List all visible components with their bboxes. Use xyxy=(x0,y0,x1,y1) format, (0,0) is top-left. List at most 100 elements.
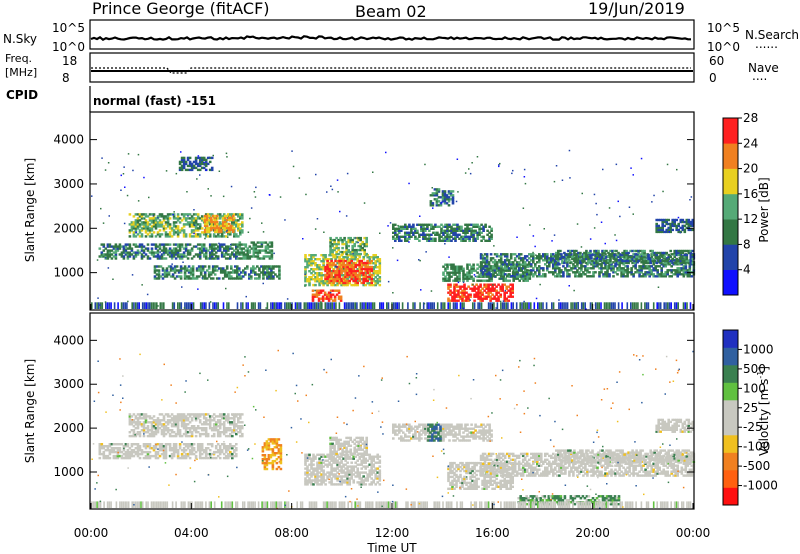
echo-cell xyxy=(138,445,142,448)
echo-cell xyxy=(579,251,582,255)
echo-cell xyxy=(554,267,557,270)
echo-cell xyxy=(689,302,692,309)
echo-cell xyxy=(247,302,249,309)
echo-cell xyxy=(315,295,319,298)
echo-cell xyxy=(177,269,181,272)
echo-cell xyxy=(209,226,213,230)
echo-cell xyxy=(98,302,100,309)
echo-cell xyxy=(376,272,379,275)
echo-cell xyxy=(231,223,234,226)
echo-cell xyxy=(177,275,181,278)
echo-cell xyxy=(659,253,662,257)
echo-cell xyxy=(330,283,333,287)
echo-cell xyxy=(483,297,486,300)
echo-cell xyxy=(188,156,192,160)
echo-cell xyxy=(344,263,347,267)
echo-cell xyxy=(431,187,433,189)
echo-cell xyxy=(156,231,160,234)
echo-cell xyxy=(370,277,373,281)
echo-cell xyxy=(404,233,407,236)
echo-cell xyxy=(182,166,186,170)
echo-cell xyxy=(378,283,382,287)
echo-cell xyxy=(156,456,160,460)
echo-cell xyxy=(250,207,253,209)
echo-cell xyxy=(487,261,491,264)
echo-cell xyxy=(168,223,172,226)
echo-cell xyxy=(219,228,223,232)
echo-cell xyxy=(235,223,238,226)
echo-cell xyxy=(683,228,687,232)
echo-cell xyxy=(136,225,140,228)
echo-cell xyxy=(669,259,672,263)
echo-cell xyxy=(530,265,533,268)
echo-cell xyxy=(233,249,236,252)
echo-cell xyxy=(134,221,138,224)
echo-cell xyxy=(239,233,242,236)
echo-cell xyxy=(528,269,532,272)
echo-cell xyxy=(470,265,473,268)
echo-cell xyxy=(446,231,449,234)
echo-cell xyxy=(198,251,202,254)
echo-cell xyxy=(304,256,307,259)
echo-cell xyxy=(554,259,557,262)
echo-cell xyxy=(327,299,331,302)
echo-cell xyxy=(449,194,453,197)
echo-cell xyxy=(352,278,355,281)
echo-cell xyxy=(327,297,331,300)
echo-cell xyxy=(535,297,538,300)
echo-cell xyxy=(434,225,437,228)
echo-cell xyxy=(329,246,332,250)
echo-cell xyxy=(461,285,464,288)
echo-cell xyxy=(475,293,478,296)
echo-cell xyxy=(321,299,325,302)
echo-cell xyxy=(501,273,505,276)
echo-cell xyxy=(364,273,367,277)
echo-cell xyxy=(326,277,329,281)
echo-cell xyxy=(185,267,189,270)
echo-cell xyxy=(168,251,172,254)
echo-cell xyxy=(230,277,233,280)
echo-cell xyxy=(104,257,107,259)
echo-cell xyxy=(270,243,274,246)
echo-cell xyxy=(299,302,302,309)
echo-cell xyxy=(333,242,336,246)
echo-cell xyxy=(225,214,229,218)
echo-cell xyxy=(430,239,433,242)
echo-cell xyxy=(225,265,229,268)
echo-cell xyxy=(528,302,530,309)
echo-cell xyxy=(235,255,238,258)
echo-cell xyxy=(210,156,214,160)
echo-cell xyxy=(660,267,663,270)
echo-cell xyxy=(368,274,371,277)
echo-cell xyxy=(173,277,177,280)
echo-cell xyxy=(570,267,573,270)
echo-cell xyxy=(574,265,577,268)
echo-cell xyxy=(466,267,469,270)
echo-cell xyxy=(366,271,369,275)
echo-cell xyxy=(553,234,556,236)
echo-cell xyxy=(523,300,525,303)
echo-cell xyxy=(348,258,351,261)
echo-cell xyxy=(113,302,116,309)
echo-cell xyxy=(420,225,423,228)
echo-cell xyxy=(679,231,682,234)
echo-cell xyxy=(454,237,456,239)
echo-cell xyxy=(396,237,399,240)
echo-cell xyxy=(525,259,529,262)
echo-cell xyxy=(144,450,148,454)
echo-cell xyxy=(176,217,180,220)
echo-cell xyxy=(463,283,466,286)
echo-cell xyxy=(132,235,136,238)
echo-cell xyxy=(535,254,537,256)
echo-cell xyxy=(546,255,549,258)
echo-cell xyxy=(644,273,647,276)
echo-cell xyxy=(680,269,684,272)
echo-cell xyxy=(519,304,522,306)
echo-cell xyxy=(176,251,180,254)
echo-cell xyxy=(193,232,195,235)
echo-cell xyxy=(136,223,140,226)
echo-cell xyxy=(481,291,484,294)
echo-cell xyxy=(478,275,481,278)
echo-cell xyxy=(451,196,455,199)
echo-cell xyxy=(682,302,685,309)
